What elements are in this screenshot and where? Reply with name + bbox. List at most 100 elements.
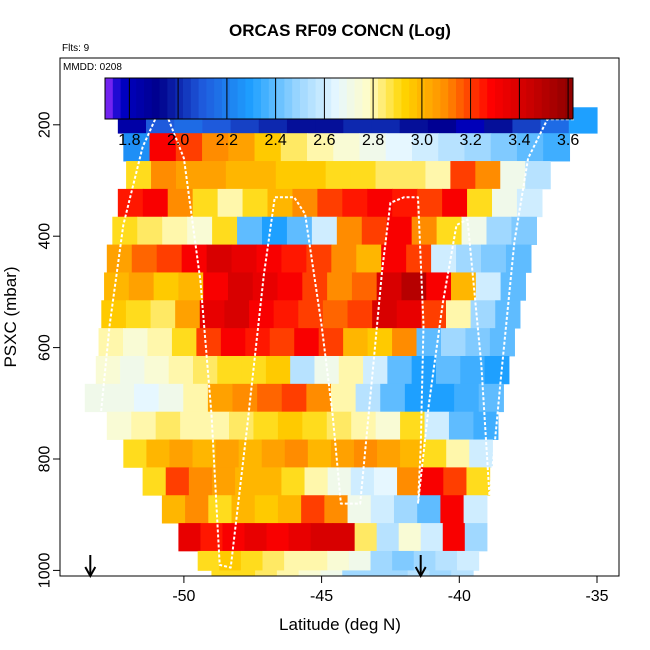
- heatmap-cell: [338, 355, 364, 385]
- heatmap-cell: [142, 188, 169, 218]
- heatmap-cell: [95, 355, 121, 385]
- heatmap-cell: [156, 244, 183, 273]
- heatmap-cell: [142, 467, 167, 496]
- colorbar-segment: [549, 78, 558, 119]
- heatmap-cell: [451, 570, 474, 577]
- heatmap-cell: [375, 411, 401, 440]
- heatmap-cell: [229, 411, 255, 440]
- heatmap-cell: [446, 300, 472, 329]
- colorbar-segment: [534, 78, 543, 119]
- heatmap-cell: [169, 439, 194, 468]
- heatmap-cell: [258, 467, 282, 496]
- colorbar-segment: [128, 78, 137, 119]
- colorbar-segment: [354, 78, 363, 119]
- heatmap-cell: [123, 439, 147, 468]
- heatmap-cell: [150, 300, 176, 329]
- heatmap-cell: [228, 133, 256, 162]
- heatmap-cell: [300, 161, 327, 190]
- heatmap-cell: [423, 439, 447, 468]
- heatmap-cell: [436, 216, 463, 245]
- heatmap-cell: [470, 300, 496, 329]
- heatmap-cell: [273, 300, 299, 329]
- heatmap-cell: [188, 467, 213, 496]
- heatmap-cell: [131, 244, 158, 273]
- heatmap-cell: [417, 495, 441, 524]
- heatmap-cells: [84, 107, 598, 577]
- colorbar-segment: [237, 78, 246, 119]
- heatmap-cell: [435, 550, 458, 571]
- heatmap-cell: [217, 188, 244, 218]
- colorbar-segment: [175, 78, 184, 119]
- heatmap-cell: [446, 439, 470, 468]
- colorbar-segment: [424, 78, 434, 119]
- heatmap-cell: [385, 133, 413, 162]
- heatmap-cell: [101, 300, 127, 329]
- heatmap-cell: [171, 328, 197, 357]
- heatmap-cell: [397, 467, 421, 496]
- colorbar-segment: [190, 78, 200, 119]
- heatmap-cell: [98, 328, 124, 357]
- x-axis: -50 -45 -40 -35: [172, 576, 609, 605]
- heatmap-cell: [208, 495, 233, 524]
- heatmap-cell: [183, 383, 209, 413]
- colorbar-segment: [409, 78, 418, 119]
- heatmap-cell: [375, 161, 402, 190]
- heatmap-cell: [280, 133, 308, 162]
- heatmap-cell: [356, 244, 382, 273]
- colorbar-segment: [510, 78, 519, 119]
- plot-frame: [59, 57, 620, 577]
- colorbar-segment: [346, 78, 356, 119]
- heatmap-cell: [331, 244, 357, 273]
- heatmap-cell: [350, 161, 377, 190]
- heatmap-cell: [317, 188, 343, 218]
- colorbar-segment: [222, 78, 231, 119]
- heatmap-cell: [327, 272, 353, 301]
- heatmap-cell: [333, 133, 361, 162]
- colorbar-segment: [526, 78, 535, 119]
- y-tick-label: 800: [37, 446, 54, 473]
- heatmap-cell: [364, 570, 387, 577]
- heatmap-cell: [117, 188, 144, 218]
- colorbar-segment: [487, 78, 496, 119]
- colorbar-segment: [541, 78, 551, 119]
- heatmap-cell: [355, 383, 381, 413]
- y-tick-label: 1000: [37, 553, 54, 589]
- heatmap-cell: [185, 495, 209, 524]
- heatmap-cell: [254, 133, 282, 162]
- heatmap-cell: [406, 244, 432, 273]
- colorbar-segment: [284, 78, 293, 119]
- heatmap-cell: [424, 411, 450, 440]
- heatmap-cell: [466, 467, 491, 496]
- heatmap-cell: [336, 216, 363, 245]
- colorbar-tick-label: 1.8: [118, 132, 140, 149]
- heatmap-cell: [281, 383, 307, 413]
- heatmap-cell: [199, 300, 226, 329]
- colorbar-tick-label: 2.6: [313, 132, 335, 149]
- colorbar-segment: [448, 78, 457, 119]
- heatmap-cell: [392, 550, 415, 571]
- colorbar-tick-label: 2.0: [167, 132, 189, 149]
- heatmap-cell: [351, 272, 378, 301]
- heatmap-cell: [165, 467, 190, 496]
- colorbar-segment: [214, 78, 223, 119]
- heatmap-cell: [302, 411, 328, 440]
- heatmap-cell: [376, 523, 400, 552]
- heatmap-cell: [361, 216, 388, 245]
- heatmap-cell: [265, 355, 291, 385]
- heatmap-cell: [238, 439, 263, 468]
- heatmap-cell: [456, 244, 482, 273]
- colorbar-segment: [331, 78, 340, 119]
- heatmap-cell: [207, 383, 234, 413]
- heatmap-cell: [294, 328, 320, 357]
- heatmap-cell: [343, 328, 369, 357]
- heatmap-cell: [187, 216, 213, 245]
- heatmap-cell: [125, 300, 152, 329]
- heatmap-cell: [155, 411, 181, 440]
- colorbar-segment: [112, 78, 122, 119]
- heatmap-cell: [200, 161, 227, 190]
- flight-note: Flts: 9: [62, 43, 90, 54]
- flight-track-line: [86, 115, 575, 571]
- heatmap-cell: [377, 439, 401, 468]
- heatmap-cell: [288, 523, 312, 552]
